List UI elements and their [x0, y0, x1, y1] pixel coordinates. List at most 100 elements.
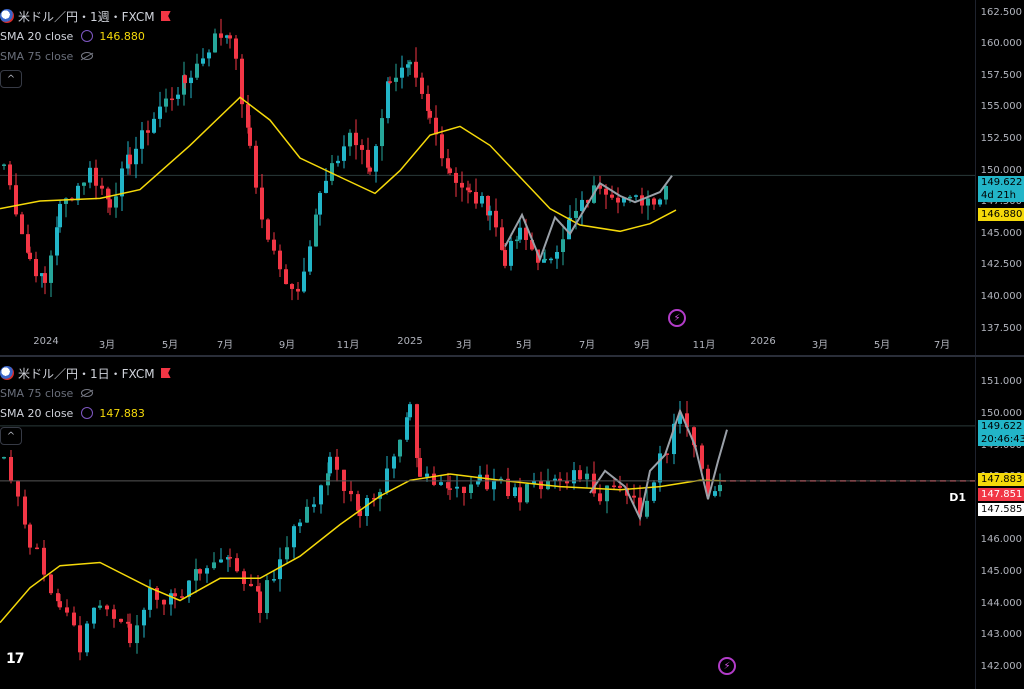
price-tick-label: 146.000 — [980, 534, 1022, 546]
candle-body — [555, 252, 559, 259]
candle-body — [418, 457, 422, 477]
price-tick-label: 144.000 — [980, 597, 1022, 609]
candle-body — [605, 485, 609, 502]
price-tick-label: 150.000 — [980, 407, 1022, 419]
candle-body — [426, 93, 430, 111]
sma75-label: SMA 75 close — [0, 49, 74, 63]
lightning-icon[interactable]: ⚡ — [668, 309, 686, 327]
flag-marker-icon[interactable] — [160, 11, 171, 21]
daily-symbol-title[interactable]: 米ドル／円・1日・FXCM — [18, 366, 155, 381]
hidden-eye-icon[interactable] — [81, 52, 94, 60]
time-tick-label: 7月 — [933, 340, 951, 351]
candle-body — [503, 249, 507, 266]
candle-body — [572, 470, 576, 484]
candle-body — [128, 154, 132, 165]
candle-body — [585, 473, 589, 480]
collapse-legend-button[interactable]: ^ — [0, 70, 22, 88]
candle-body — [372, 498, 376, 500]
indicator-settings-icon[interactable] — [81, 30, 94, 42]
candle-body — [284, 269, 288, 285]
candle-body — [225, 35, 229, 38]
candle-body — [170, 98, 174, 101]
candle-body — [518, 487, 522, 503]
candle-body — [324, 180, 328, 193]
time-tick-label: 9月 — [278, 340, 296, 351]
candle-body — [580, 199, 584, 211]
candle-body — [360, 145, 364, 150]
candle-body — [266, 219, 270, 240]
indicator-settings-icon[interactable] — [81, 407, 94, 419]
price-tick-label: 150.000 — [980, 164, 1022, 176]
price-tick-label: 137.500 — [980, 322, 1022, 334]
candle-body — [164, 98, 168, 107]
candle-body — [718, 484, 722, 492]
candle-body — [23, 496, 27, 525]
candle-body — [460, 182, 464, 188]
hidden-eye-icon[interactable] — [81, 389, 94, 397]
usd-jpy-flag-icon — [0, 366, 14, 380]
daily-title-row[interactable]: 米ドル／円・1日・FXCM — [0, 363, 171, 383]
weekly-last-price: 149.622 — [981, 177, 1023, 188]
candle-body — [549, 258, 553, 261]
weekly-countdown: 4d 21h — [981, 190, 1016, 201]
candle-body — [392, 456, 396, 469]
candle-body — [652, 198, 656, 205]
candle-body — [180, 596, 184, 598]
daily-chart-pane[interactable]: 米ドル／円・1日・FXCM SMA 75 close SMA 20 close … — [0, 357, 1024, 689]
candle-body — [592, 473, 596, 494]
candle-body — [162, 599, 166, 605]
daily-sma20-row[interactable]: SMA 20 close 147.883 — [0, 403, 171, 423]
collapse-legend-button[interactable]: ^ — [0, 427, 22, 445]
candle-body — [604, 188, 608, 195]
time-tick-label: 2025 — [397, 336, 423, 347]
candle-body — [58, 203, 62, 228]
candle-body — [201, 58, 205, 64]
weekly-chart-pane[interactable]: 米ドル／円・1週・FXCM SMA 20 close 146.880 SMA 7… — [0, 0, 1024, 356]
candle-body — [692, 427, 696, 446]
candle-body — [455, 486, 459, 489]
time-tick-label: 5月 — [161, 340, 179, 351]
candle-body — [112, 609, 116, 619]
candle-body — [612, 485, 616, 488]
candle-body — [543, 258, 547, 261]
weekly-symbol-title[interactable]: 米ドル／円・1週・FXCM — [18, 9, 155, 24]
daily-legend: 米ドル／円・1日・FXCM SMA 75 close SMA 20 close … — [0, 363, 171, 445]
candle-body — [386, 81, 390, 119]
candle-body — [365, 498, 369, 516]
pane-divider[interactable] — [0, 355, 1024, 357]
candle-body — [82, 182, 86, 186]
candle-body — [114, 196, 118, 208]
candle-body — [586, 199, 590, 203]
sma20-value: 146.880 — [99, 29, 145, 43]
daily-sma75-row[interactable]: SMA 75 close — [0, 383, 171, 403]
lightning-icon[interactable]: ⚡ — [718, 657, 736, 675]
candle-body — [622, 197, 626, 203]
sma20-value: 147.883 — [99, 406, 145, 420]
weekly-sma20-row[interactable]: SMA 20 close 146.880 — [0, 26, 171, 46]
candle-body — [148, 588, 152, 610]
candle-body — [664, 185, 668, 200]
candle-body — [152, 118, 156, 133]
daily-chart-plot[interactable] — [0, 357, 976, 689]
candle-body — [119, 618, 123, 622]
candle-body — [394, 77, 398, 82]
candle-body — [198, 569, 202, 574]
weekly-chart-plot[interactable] — [0, 0, 976, 356]
candle-body — [49, 255, 53, 283]
daily-white-tag: 147.585 — [978, 503, 1024, 516]
candle-body — [88, 167, 92, 183]
flag-marker-icon[interactable] — [160, 368, 171, 378]
tradingview-logo[interactable]: 17 — [6, 651, 25, 667]
price-tick-label: 143.000 — [980, 629, 1022, 641]
candle-body — [368, 167, 372, 172]
candle-body — [530, 239, 534, 250]
candle-body — [120, 168, 124, 197]
candle-body — [567, 219, 571, 240]
weekly-legend: 米ドル／円・1週・FXCM SMA 20 close 146.880 SMA 7… — [0, 6, 171, 88]
daily-price-axis[interactable]: 151.000150.000149.000148.000147.000146.0… — [975, 357, 1024, 689]
candle-body — [398, 439, 402, 457]
candle-body — [219, 33, 223, 38]
weekly-title-row[interactable]: 米ドル／円・1週・FXCM — [0, 6, 171, 26]
candle-body — [658, 199, 662, 205]
weekly-sma75-row[interactable]: SMA 75 close — [0, 46, 171, 66]
